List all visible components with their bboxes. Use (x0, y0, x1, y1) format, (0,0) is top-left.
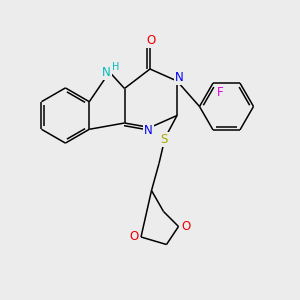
Text: H: H (112, 61, 120, 72)
Text: O: O (146, 34, 155, 47)
Text: N: N (144, 124, 153, 137)
Text: F: F (217, 85, 224, 99)
Text: S: S (161, 133, 168, 146)
Text: N: N (175, 71, 184, 84)
Text: N: N (101, 65, 110, 79)
Text: O: O (129, 230, 138, 244)
Text: O: O (181, 220, 190, 233)
